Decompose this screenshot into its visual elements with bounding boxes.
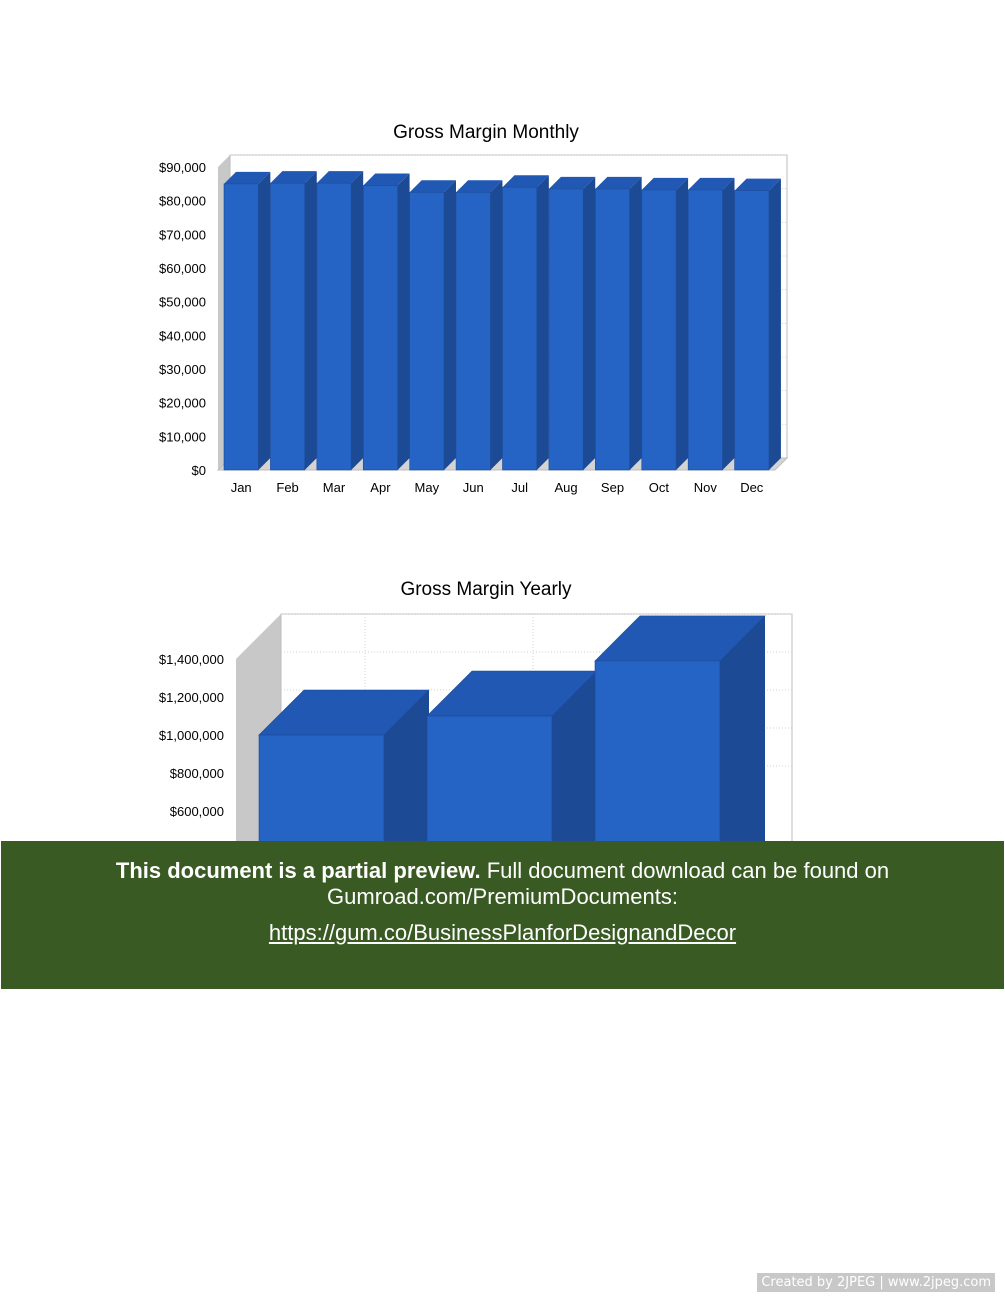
yearly-y-tick-label: $1,200,000 [159, 690, 224, 705]
monthly-bar [734, 178, 781, 471]
monthly-x-tick-label: Feb [276, 480, 298, 495]
monthly-x-ticks: Jan Feb Mar Apr May Jun Jul Aug Sep Oct Nov Dec [231, 480, 764, 495]
monthly-bar [409, 180, 457, 471]
banner-text: Full document download can be found on [480, 858, 890, 883]
monthly-x-tick-label: Aug [555, 480, 578, 495]
monthly-bar [687, 177, 735, 471]
monthly-y-ticks: $0 $10,000 $20,000 $30,000 $40,000 $50,000 $60… [159, 160, 206, 478]
monthly-y-tick-label: $20,000 [159, 396, 206, 411]
yearly-bars [258, 615, 766, 842]
yearly-y-tick-label: $1,000,000 [159, 728, 224, 743]
yearly-y-tick-label: $600,000 [170, 804, 224, 819]
download-link[interactable]: https://gum.co/BusinessPlanforDesignandD… [268, 920, 737, 945]
monthly-x-tick-label: Oct [649, 480, 670, 495]
yearly-chart-title: Gross Margin Yearly [400, 579, 572, 600]
monthly-x-tick-label: Nov [694, 480, 718, 495]
monthly-bar [641, 177, 689, 471]
yearly-y-tick-label: $800,000 [170, 766, 224, 781]
monthly-x-tick-label: Jan [231, 480, 252, 495]
preview-banner: This document is a partial preview. Full… [1, 841, 1004, 989]
monthly-x-tick-label: Apr [370, 480, 391, 495]
monthly-bar [455, 180, 503, 471]
monthly-y-tick-label: $40,000 [159, 328, 206, 343]
monthly-x-tick-label: Jul [511, 480, 528, 495]
monthly-y-tick-label: $10,000 [159, 429, 206, 444]
monthly-x-tick-label: May [415, 480, 440, 495]
monthly-bar [595, 176, 642, 471]
monthly-bar [316, 171, 364, 471]
monthly-y-tick-label: $30,000 [159, 362, 206, 377]
banner-message: This document is a partial preview. Full… [1, 858, 1004, 910]
monthly-chart-title: Gross Margin Monthly [393, 122, 579, 143]
yearly-y-ticks: $600,000 $800,000 $1,000,000 $1,200,000 $1,4… [159, 652, 224, 819]
yearly-bar [426, 670, 598, 842]
yearly-bar [258, 689, 430, 842]
yearly-y-tick-label: $1,400,000 [159, 652, 224, 667]
monthly-y-tick-label: $60,000 [159, 261, 206, 276]
monthly-bars [223, 171, 781, 471]
monthly-y-tick-label: $90,000 [159, 160, 206, 175]
monthly-y-tick-label: $50,000 [159, 295, 206, 310]
monthly-bar [362, 173, 410, 471]
monthly-bar [548, 176, 596, 471]
monthly-bar [270, 171, 317, 471]
monthly-chart: Gross Margin Monthly $0 $10,000 $20,000 $30… [159, 122, 789, 495]
monthly-x-tick-label: Mar [323, 480, 346, 495]
yearly-bar [594, 615, 766, 842]
monthly-x-tick-label: Jun [463, 480, 484, 495]
monthly-y-tick-label: $80,000 [159, 194, 206, 209]
monthly-x-tick-label: Dec [740, 480, 764, 495]
monthly-bar [223, 171, 271, 471]
monthly-bar [502, 175, 549, 471]
monthly-x-tick-label: Sep [601, 480, 624, 495]
banner-bold-text: This document is a partial preview. [115, 858, 481, 883]
monthly-y-tick-label: $0 [192, 463, 206, 478]
banner-text-2: Gumroad.com/PremiumDocuments: [327, 884, 678, 909]
created-by-badge: Created by 2JPEG | www.2jpeg.com [757, 1273, 995, 1292]
monthly-y-tick-label: $70,000 [159, 227, 206, 242]
yearly-chart: Gross Margin Yearly $600,000 $800,000 $1,0… [159, 579, 793, 842]
